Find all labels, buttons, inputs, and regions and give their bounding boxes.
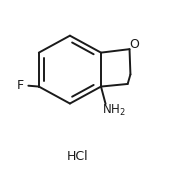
Text: NH$_2$: NH$_2$ <box>102 102 126 118</box>
Text: HCl: HCl <box>66 150 88 163</box>
Text: O: O <box>129 38 139 51</box>
Text: F: F <box>17 79 24 92</box>
